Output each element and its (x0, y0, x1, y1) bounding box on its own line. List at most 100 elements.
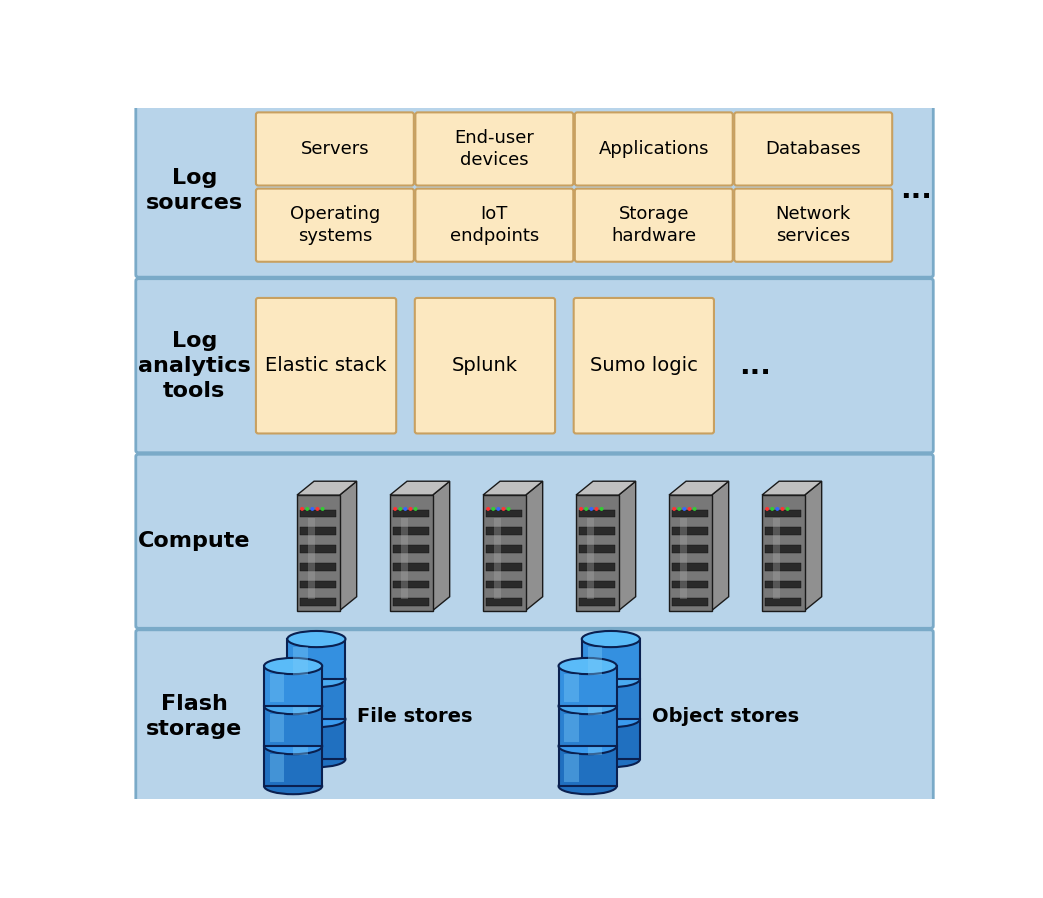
Bar (766, 545, 801, 553)
Ellipse shape (559, 658, 616, 674)
Text: Sumo logic: Sumo logic (590, 357, 698, 375)
FancyBboxPatch shape (270, 714, 285, 742)
Bar (393, 563, 430, 570)
Bar (580, 545, 615, 553)
Ellipse shape (264, 698, 322, 714)
Polygon shape (762, 495, 804, 611)
Polygon shape (340, 481, 357, 611)
Bar (300, 581, 336, 588)
FancyBboxPatch shape (136, 629, 933, 804)
Circle shape (306, 507, 309, 510)
Bar (673, 563, 708, 570)
Polygon shape (762, 481, 822, 495)
Circle shape (507, 507, 510, 510)
Text: Operating
systems: Operating systems (290, 205, 380, 245)
FancyBboxPatch shape (587, 687, 602, 715)
Polygon shape (576, 481, 635, 495)
Polygon shape (483, 495, 526, 611)
Circle shape (321, 507, 324, 510)
Polygon shape (433, 481, 450, 611)
Bar (300, 527, 336, 535)
FancyBboxPatch shape (136, 454, 933, 629)
Bar (673, 510, 708, 517)
Bar (393, 527, 430, 535)
FancyBboxPatch shape (582, 639, 640, 679)
FancyBboxPatch shape (270, 674, 285, 702)
FancyBboxPatch shape (415, 189, 574, 261)
Bar (308, 518, 315, 599)
FancyBboxPatch shape (293, 687, 308, 715)
Bar (486, 581, 523, 588)
Bar (766, 598, 801, 606)
FancyBboxPatch shape (564, 754, 579, 782)
Polygon shape (576, 495, 618, 611)
Polygon shape (390, 495, 433, 611)
Text: ...: ... (900, 176, 931, 204)
Polygon shape (297, 481, 357, 495)
Polygon shape (618, 481, 635, 611)
Text: ...: ... (738, 352, 771, 380)
Circle shape (492, 507, 494, 510)
Bar (393, 581, 430, 588)
Text: Storage
hardware: Storage hardware (611, 205, 697, 245)
Polygon shape (526, 481, 542, 611)
Text: Splunk: Splunk (452, 357, 518, 375)
Bar (493, 518, 502, 599)
Ellipse shape (582, 751, 640, 767)
Bar (486, 598, 523, 606)
Circle shape (601, 507, 603, 510)
Ellipse shape (559, 738, 616, 754)
Bar (766, 581, 801, 588)
Bar (401, 518, 408, 599)
FancyBboxPatch shape (256, 298, 396, 434)
FancyBboxPatch shape (564, 714, 579, 742)
Bar (580, 581, 615, 588)
Bar (300, 510, 336, 517)
Polygon shape (669, 481, 729, 495)
Ellipse shape (264, 658, 322, 674)
Text: Log
analytics
tools: Log analytics tools (138, 330, 250, 401)
FancyBboxPatch shape (136, 103, 933, 277)
Text: Network
services: Network services (776, 205, 851, 245)
Bar (300, 598, 336, 606)
FancyBboxPatch shape (264, 706, 322, 746)
Circle shape (683, 507, 685, 510)
Text: Object stores: Object stores (652, 708, 799, 726)
Bar (300, 563, 336, 570)
Bar (673, 598, 708, 606)
Bar (766, 510, 801, 517)
Polygon shape (390, 481, 450, 495)
Ellipse shape (287, 671, 345, 687)
Bar (300, 545, 336, 553)
FancyBboxPatch shape (559, 666, 616, 706)
FancyBboxPatch shape (734, 189, 892, 261)
Circle shape (394, 507, 396, 510)
Circle shape (502, 507, 505, 510)
Circle shape (688, 507, 690, 510)
Circle shape (399, 507, 402, 510)
Circle shape (409, 507, 412, 510)
Bar (580, 527, 615, 535)
Text: Servers: Servers (300, 140, 369, 158)
Bar (766, 527, 801, 535)
Bar (393, 545, 430, 553)
Bar (680, 518, 687, 599)
FancyBboxPatch shape (575, 112, 733, 186)
FancyBboxPatch shape (575, 189, 733, 261)
Circle shape (311, 507, 314, 510)
Text: End-user
devices: End-user devices (455, 128, 534, 169)
Bar (580, 598, 615, 606)
FancyBboxPatch shape (587, 647, 602, 675)
Circle shape (404, 507, 407, 510)
Polygon shape (711, 481, 729, 611)
Text: Compute: Compute (138, 532, 250, 551)
Bar (486, 527, 523, 535)
Circle shape (673, 507, 676, 510)
Bar (486, 510, 523, 517)
Circle shape (580, 507, 582, 510)
Ellipse shape (582, 671, 640, 687)
Text: File stores: File stores (357, 708, 472, 726)
Bar (673, 581, 708, 588)
Bar (773, 518, 780, 599)
FancyBboxPatch shape (256, 189, 414, 261)
